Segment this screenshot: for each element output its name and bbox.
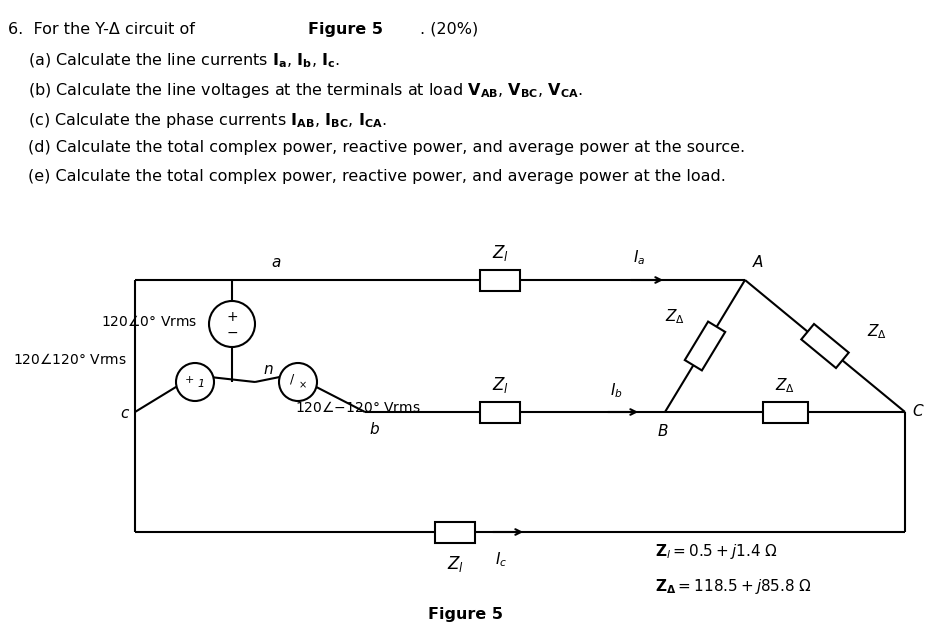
Text: (e) Calculate the total complex power, reactive power, and average power at the : (e) Calculate the total complex power, r…	[28, 169, 726, 184]
Text: −: −	[226, 326, 237, 340]
Text: $\mathit{Z_\Delta}$: $\mathit{Z_\Delta}$	[665, 308, 685, 326]
Text: ×: ×	[299, 380, 307, 390]
Text: $\mathit{Z_l}$: $\mathit{Z_l}$	[447, 554, 464, 574]
Text: /: /	[290, 372, 294, 385]
Text: (c) Calculate the phase currents $\mathbf{I_{AB}}$, $\mathbf{I_{BC}}$, $\mathbf{: (c) Calculate the phase currents $\mathb…	[28, 110, 387, 130]
Polygon shape	[802, 324, 849, 368]
Text: $\mathit{Z_l}$: $\mathit{Z_l}$	[492, 243, 508, 263]
Text: n: n	[263, 362, 273, 377]
Text: 6.  For the Y-Δ circuit of: 6. For the Y-Δ circuit of	[8, 22, 200, 37]
Text: $120\angle0°$ Vrms: $120\angle0°$ Vrms	[101, 315, 197, 329]
Text: C: C	[912, 404, 923, 419]
Polygon shape	[685, 322, 725, 370]
Text: $\mathit{I_a}$: $\mathit{I_a}$	[633, 248, 645, 267]
Circle shape	[176, 363, 214, 401]
Text: $\mathbf{Z}_l = 0.5 + j1.4\ \Omega$: $\mathbf{Z}_l = 0.5 + j1.4\ \Omega$	[655, 542, 778, 561]
Text: (a) Calculate the line currents $\mathbf{I_a}$, $\mathbf{I_b}$, $\mathbf{I_c}$.: (a) Calculate the line currents $\mathbf…	[28, 51, 340, 70]
Text: $\mathbf{Z}_\mathbf{\Delta} = 118.5 + j85.8\ \Omega$: $\mathbf{Z}_\mathbf{\Delta} = 118.5 + j8…	[655, 577, 812, 596]
Text: Figure 5: Figure 5	[308, 22, 384, 37]
Text: $\mathit{Z_\Delta}$: $\mathit{Z_\Delta}$	[867, 322, 887, 341]
Text: B: B	[657, 424, 668, 439]
Text: (d) Calculate the total complex power, reactive power, and average power at the : (d) Calculate the total complex power, r…	[28, 140, 745, 155]
Text: c: c	[121, 406, 129, 422]
Text: $\mathit{I_c}$: $\mathit{I_c}$	[495, 550, 507, 569]
Text: +: +	[184, 375, 194, 385]
Text: $\mathit{I_b}$: $\mathit{I_b}$	[610, 381, 623, 400]
Bar	[762, 401, 807, 422]
Bar	[435, 521, 475, 542]
Circle shape	[209, 301, 255, 347]
Text: Figure 5: Figure 5	[428, 607, 503, 622]
Text: a: a	[272, 255, 281, 270]
Text: b: b	[369, 422, 379, 437]
Circle shape	[279, 363, 317, 401]
Text: $\mathit{Z_l}$: $\mathit{Z_l}$	[492, 375, 508, 395]
Bar	[480, 270, 520, 290]
Text: $120\angle120°$ Vrms: $120\angle120°$ Vrms	[13, 352, 127, 367]
Text: $120\angle{-120°}$ Vrms: $120\angle{-120°}$ Vrms	[295, 400, 421, 415]
Text: . (20%): . (20%)	[420, 22, 478, 37]
Text: $\mathit{Z_\Delta}$: $\mathit{Z_\Delta}$	[775, 376, 795, 395]
Bar	[480, 401, 520, 422]
Text: 1: 1	[197, 379, 205, 389]
Text: A: A	[753, 255, 763, 270]
Text: +: +	[226, 310, 237, 324]
Text: (b) Calculate the line voltages at the terminals at load $\mathbf{V_{AB}}$, $\ma: (b) Calculate the line voltages at the t…	[28, 81, 583, 100]
